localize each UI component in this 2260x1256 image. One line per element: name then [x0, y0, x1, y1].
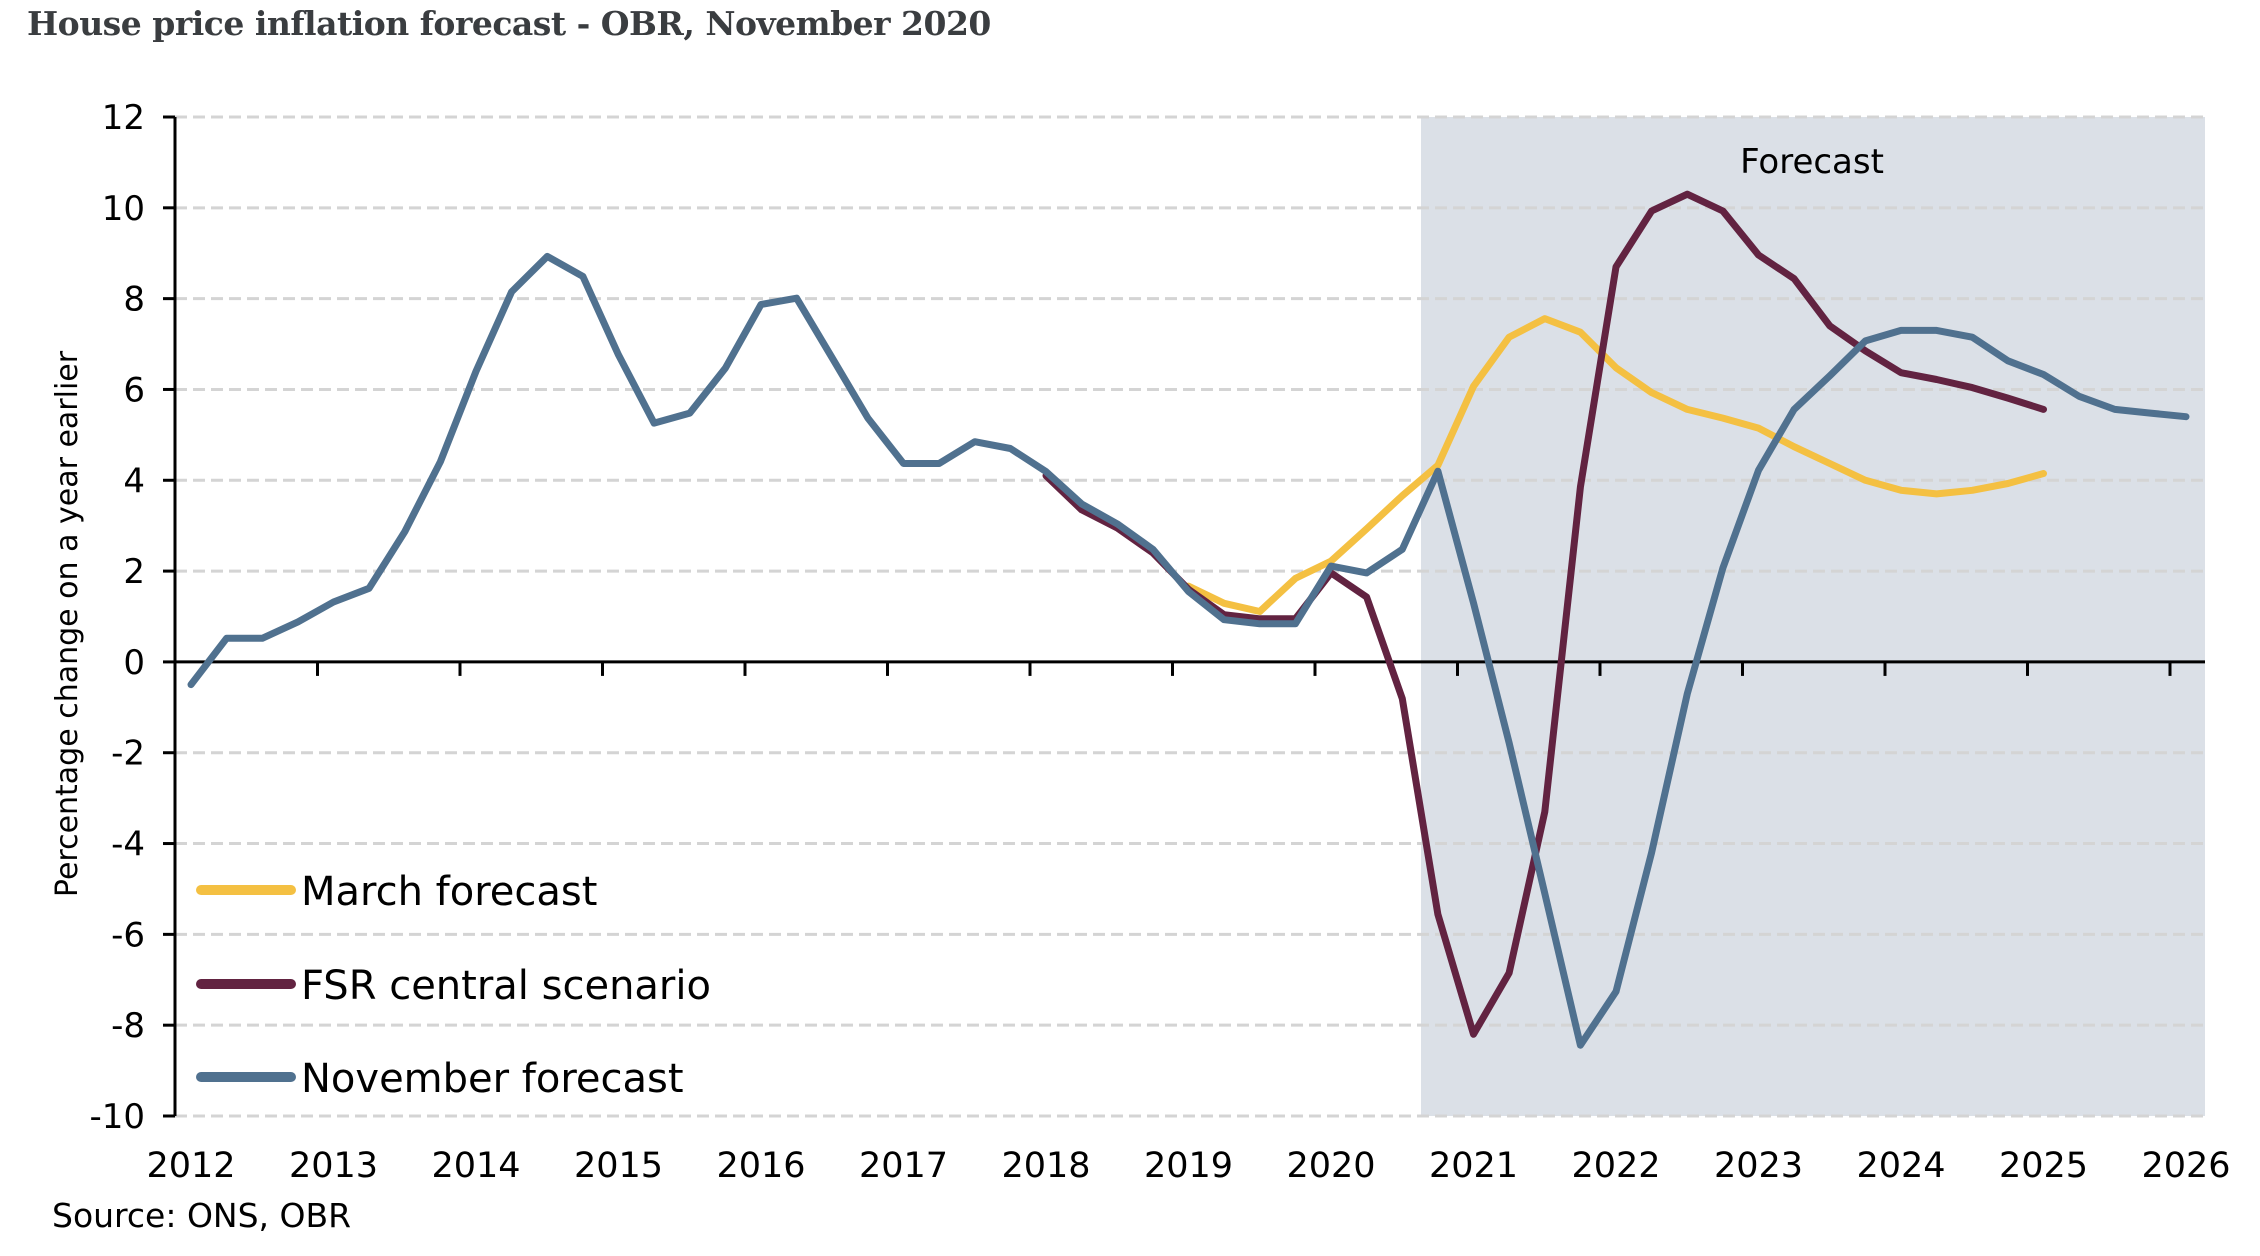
forecast-shade-layer — [1421, 117, 2205, 1116]
x-tick-label: 2018 — [1001, 1146, 1090, 1186]
x-tick-label: 2014 — [431, 1146, 520, 1186]
x-tick-label: 2025 — [1999, 1146, 2088, 1186]
y-tick-label: 10 — [102, 189, 145, 229]
x-tick-label: 2017 — [859, 1146, 948, 1186]
y-tick-label: -6 — [111, 915, 145, 955]
y-tick-label: 8 — [123, 280, 145, 320]
y-tick-label: -10 — [89, 1097, 145, 1137]
y-tick-label: 0 — [123, 643, 145, 683]
legend: March forecast FSR central scenario Novemb… — [196, 869, 711, 1102]
x-tick-label: 2021 — [1429, 1146, 1518, 1186]
forecast-region-label: Forecast — [1740, 142, 1884, 182]
forecast-shaded-region — [1421, 117, 2205, 1116]
legend-label: March forecast — [301, 869, 597, 915]
x-tick-label: 2024 — [1856, 1146, 1945, 1186]
x-tick-label: 2012 — [146, 1146, 235, 1186]
y-tick-label: -4 — [111, 825, 145, 865]
x-tick-label: 2023 — [1714, 1146, 1803, 1186]
series-lines — [187, 190, 2190, 1049]
series-line-march-forecast — [1185, 315, 2047, 615]
y-tick-label: 4 — [123, 461, 145, 501]
x-tick-label: 2026 — [2141, 1146, 2230, 1186]
y-tick-label: 12 — [102, 98, 145, 138]
axes — [163, 115, 2205, 1118]
series-line-november-forecast — [187, 252, 2190, 1049]
gridlines — [175, 115, 2205, 1118]
legend-label: FSR central scenario — [301, 963, 711, 1009]
y-tick-label: -2 — [111, 734, 145, 774]
y-tick-label: -8 — [111, 1006, 145, 1046]
y-tick-labels: 12 10 8 6 4 2 0 -2 -4 -6 -8 -10 — [89, 98, 145, 1137]
x-tick-label: 2015 — [574, 1146, 663, 1186]
legend-label: November forecast — [301, 1056, 684, 1102]
y-tick-label: 6 — [123, 370, 145, 410]
x-tick-label: 2022 — [1571, 1146, 1660, 1186]
x-tick-label: 2016 — [716, 1146, 805, 1186]
x-tick-label: 2020 — [1286, 1146, 1375, 1186]
y-axis-title: Percentage change on a year earlier — [50, 350, 85, 897]
y-tick-label: 2 — [123, 552, 145, 592]
x-tick-label: 2013 — [289, 1146, 378, 1186]
x-tick-label: 2019 — [1144, 1146, 1233, 1186]
x-tick-labels: 2012 2013 2014 2015 2016 2017 2018 2019 2020 2021… — [146, 1146, 2230, 1186]
chart-title: House price inflation forecast - OBR, No… — [27, 4, 991, 43]
source-note: Source: ONS, OBR — [52, 1196, 352, 1235]
